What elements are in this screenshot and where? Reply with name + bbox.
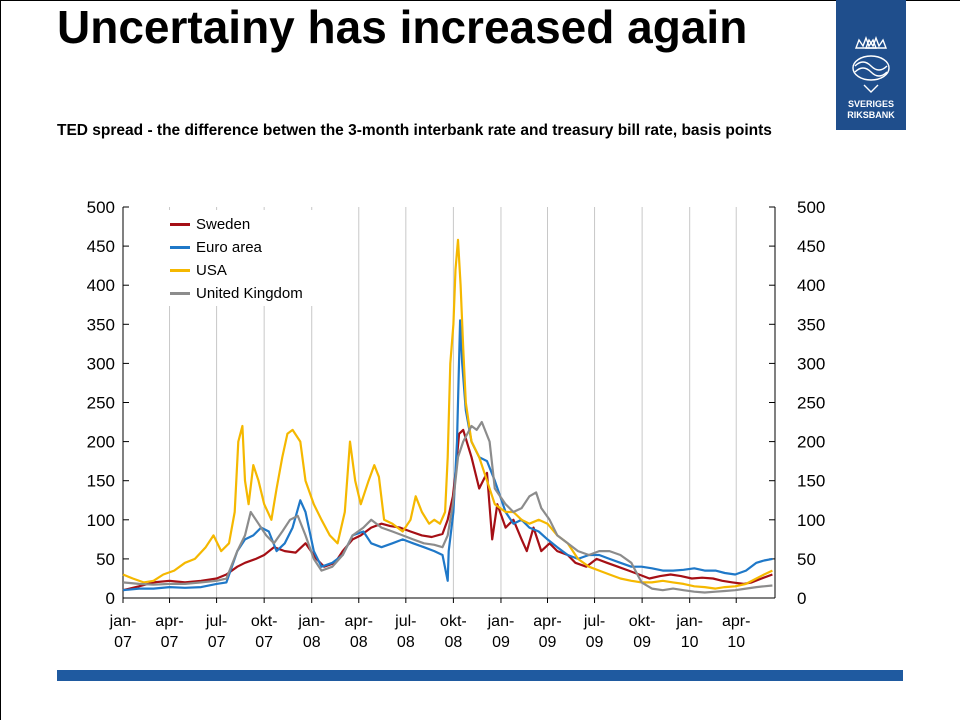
x-tick-label-6-line1: jul- (394, 613, 416, 630)
x-tick-label-10-line2: 09 (586, 634, 604, 651)
x-tick-label-2-line1: jul- (205, 613, 227, 630)
x-tick-label-5-line2: 08 (350, 634, 368, 651)
legend-label-united-kingdom: United Kingdom (196, 284, 303, 302)
y-tick-label-left-50: 50 (96, 550, 115, 569)
x-tick-label-0-line2: 07 (114, 634, 132, 651)
y-tick-label-right-250: 250 (797, 394, 825, 413)
x-tick-label-3-line1: okt- (251, 613, 278, 630)
y-tick-label-left-350: 350 (87, 315, 115, 334)
x-tick-label-4-line1: jan- (297, 613, 325, 630)
legend-label-euro-area: Euro area (196, 238, 262, 256)
y-tick-label-left-150: 150 (87, 472, 115, 491)
logo-text-line1: SVERIGES (848, 99, 894, 109)
y-tick-label-right-350: 350 (797, 315, 825, 334)
chart-subtitle: TED spread - the difference betwen the 3… (57, 122, 772, 139)
x-tick-label-7-line1: okt- (440, 613, 467, 630)
x-tick-label-11-line1: okt- (629, 613, 656, 630)
y-tick-label-right-450: 450 (797, 237, 825, 256)
y-tick-label-right-500: 500 (797, 198, 825, 217)
x-tick-label-5-line1: apr- (345, 613, 373, 630)
emblem-base-icon (863, 84, 879, 93)
y-tick-label-left-300: 300 (87, 354, 115, 373)
series-line-euro-area (122, 319, 773, 592)
x-tick-label-3-line2: 07 (255, 634, 273, 651)
legend-swatch-euro-area (170, 245, 190, 249)
y-tick-label-left-250: 250 (87, 394, 115, 413)
y-tick-label-right-200: 200 (797, 433, 825, 452)
legend-item-sweden: Sweden (170, 214, 250, 234)
y-tick-label-left-0: 0 (106, 589, 115, 608)
logo-text-line2: RIKSBANK (847, 110, 895, 120)
x-tick-label-13-line2: 10 (727, 634, 745, 651)
x-tick-label-9-line2: 09 (539, 634, 557, 651)
y-tick-label-left-400: 400 (87, 276, 115, 295)
series-line-united-kingdom (122, 420, 773, 594)
legend-label-usa: USA (196, 261, 227, 279)
y-tick-label-right-150: 150 (797, 472, 825, 491)
x-tick-label-7-line2: 08 (444, 634, 462, 651)
y-tick-label-left-450: 450 (87, 237, 115, 256)
legend-label-sweden: Sweden (196, 215, 251, 233)
crown-icon-right (864, 36, 888, 49)
x-tick-label-4-line2: 08 (303, 634, 321, 651)
x-tick-label-0-line1: jan- (109, 613, 137, 630)
x-tick-label-13-line1: apr- (722, 613, 750, 630)
riksbank-logo: SVERIGES RIKSBANK (836, 0, 906, 130)
top-border (0, 0, 960, 1)
series-line-usa (122, 238, 773, 590)
y-tick-label-right-50: 50 (797, 550, 816, 569)
y-tick-label-right-300: 300 (797, 354, 825, 373)
chart-legend: Sweden Euro area USA United Kingdom (162, 210, 330, 306)
y-tick-label-left-500: 500 (87, 198, 115, 217)
legend-item-united-kingdom: United Kingdom (170, 283, 303, 303)
x-tick-label-12-line1: jan- (675, 613, 703, 630)
x-tick-label-2-line2: 07 (208, 634, 226, 651)
bottom-accent-bar (57, 670, 903, 681)
legend-swatch-usa (170, 268, 190, 272)
x-tick-label-12-line2: 10 (681, 634, 699, 651)
crown-icon-left (854, 36, 878, 49)
x-tick-label-8-line1: jan- (487, 613, 515, 630)
y-tick-label-right-400: 400 (797, 276, 825, 295)
x-tick-label-10-line1: jul- (583, 613, 605, 630)
y-tick-label-left-100: 100 (87, 511, 115, 530)
riksbank-logo-icon: SVERIGES RIKSBANK (847, 36, 895, 120)
legend-item-usa: USA (170, 260, 227, 280)
y-tick-label-right-100: 100 (797, 511, 825, 530)
emblem-oval-icon (852, 55, 890, 81)
x-tick-label-11-line2: 09 (633, 634, 651, 651)
legend-item-euro-area: Euro area (170, 237, 262, 257)
legend-swatch-sweden (170, 222, 190, 226)
y-tick-label-right-0: 0 (797, 589, 806, 608)
left-border (0, 0, 1, 720)
x-tick-label-8-line2: 09 (492, 634, 510, 651)
series-line-sweden (122, 428, 773, 592)
page-title: Uncertainy has increased again (57, 1, 748, 53)
x-tick-label-9-line1: apr- (533, 613, 561, 630)
legend-swatch-united-kingdom (170, 291, 190, 295)
y-tick-label-left-200: 200 (87, 433, 115, 452)
x-tick-label-1-line2: 07 (161, 634, 179, 651)
x-tick-label-6-line2: 08 (397, 634, 415, 651)
emblem-wave-icon (854, 61, 888, 71)
x-tick-label-1-line1: apr- (155, 613, 183, 630)
